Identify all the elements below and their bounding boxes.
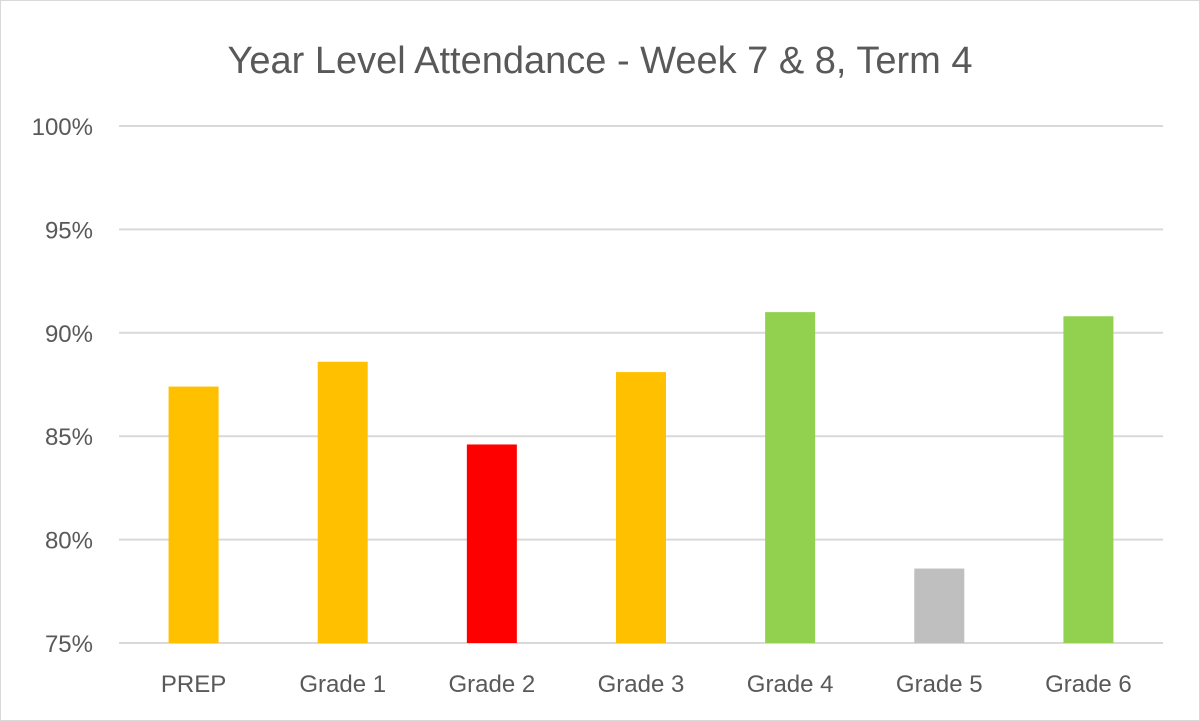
y-tick-label: 95% <box>45 217 93 244</box>
bar-grade-4 <box>765 312 816 643</box>
y-tick-label: 75% <box>45 631 93 658</box>
x-category-label: Grade 2 <box>448 671 535 698</box>
bar-grade-3 <box>616 372 666 643</box>
x-category-label: Grade 5 <box>896 671 983 698</box>
x-category-label: Grade 4 <box>747 671 834 698</box>
bar-grade-5 <box>914 568 965 643</box>
chart-title: Year Level Attendance - Week 7 & 8, Term… <box>228 40 973 82</box>
y-tick-label: 90% <box>45 321 93 348</box>
x-category-label: Grade 3 <box>598 671 685 698</box>
x-category-label: Grade 6 <box>1045 671 1132 698</box>
x-axis-categories: PREP Grade 1 Grade 2 Grade 3 Grade 4 Grade 5 G… <box>161 671 1132 698</box>
x-category-label: PREP <box>161 671 226 698</box>
x-category-label: Grade 1 <box>299 671 386 698</box>
y-tick-label: 80% <box>45 528 93 555</box>
y-tick-label: 100% <box>32 114 93 141</box>
bar-grade-2 <box>466 444 517 643</box>
bar-grade-1 <box>317 361 368 643</box>
y-axis-ticks: 75% 80% 85% 90% 95% 100% <box>32 114 93 658</box>
bar-prep <box>168 386 219 643</box>
bar-grade-6 <box>1063 316 1114 643</box>
y-tick-label: 85% <box>45 424 93 451</box>
bars <box>168 312 1114 643</box>
